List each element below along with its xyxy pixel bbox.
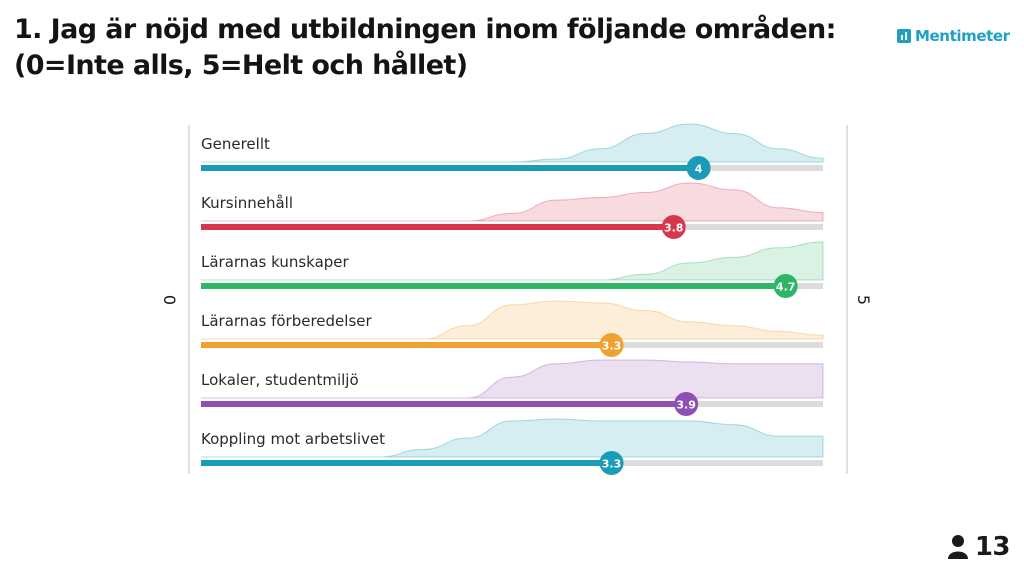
value-bar-6 [201, 460, 612, 466]
value-label-2: 3.8 [664, 222, 684, 235]
value-label-3: 4.7 [776, 281, 796, 294]
value-bar-1 [201, 165, 699, 171]
value-bar-2 [201, 224, 674, 230]
distribution-area-6 [200, 418, 824, 458]
item-label-6: Koppling mot arbetslivet [201, 430, 385, 448]
value-marker-6 [599, 451, 624, 475]
value-label-1: 4 [695, 163, 703, 176]
distribution-area-2 [201, 182, 824, 222]
value-label-4: 3.3 [602, 340, 622, 353]
value-marker-1 [686, 156, 711, 180]
value-marker-3 [773, 274, 798, 298]
item-label-3: Lärarnas kunskaper [201, 253, 350, 271]
participant-count: 13 [974, 532, 1011, 562]
distribution-area-3 [201, 241, 824, 281]
distribution-area-4 [201, 300, 824, 340]
participant-counter: 13 [947, 532, 1011, 562]
brand-name: Mentimeter [915, 27, 1010, 45]
scale-min-label: 0 [160, 295, 179, 305]
value-marker-2 [661, 215, 686, 239]
scale-max-label: 5 [854, 295, 873, 305]
distribution-area-5 [201, 359, 824, 399]
value-bar-5 [201, 401, 687, 407]
value-bar-4 [201, 342, 612, 348]
person-icon [947, 535, 968, 559]
mentimeter-logo: Mentimeter [897, 26, 1010, 46]
value-marker-5 [674, 392, 699, 416]
item-label-2: Kursinnehåll [201, 194, 293, 212]
value-label-6: 3.3 [602, 458, 622, 471]
mentimeter-logo-icon [897, 29, 911, 43]
value-label-5: 3.9 [676, 399, 696, 412]
question-title: 1. Jag är nöjd med utbildningen inom föl… [14, 14, 836, 81]
distribution-area-1 [201, 123, 824, 163]
item-label-4: Lärarnas förberedelser [201, 312, 372, 330]
item-label-1: Generellt [201, 135, 270, 153]
value-bar-3 [201, 283, 786, 289]
item-label-5: Lokaler, studentmiljö [201, 371, 359, 389]
value-marker-4 [599, 333, 624, 357]
